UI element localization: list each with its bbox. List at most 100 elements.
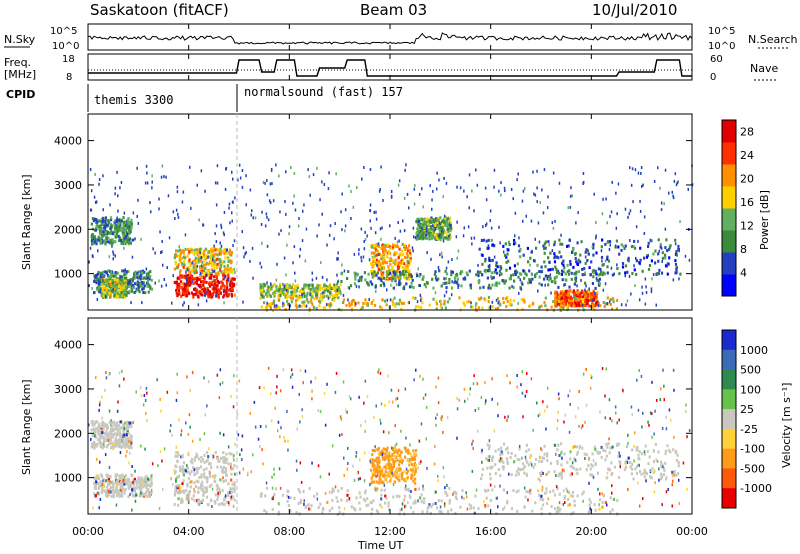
velocity-cell [542, 498, 545, 502]
power-cell [113, 223, 116, 227]
power-cell [102, 230, 105, 234]
velocity-cell [197, 490, 200, 494]
power-cell [283, 256, 286, 260]
power-cell [391, 303, 395, 306]
power-cell [532, 170, 534, 174]
power-cell [550, 305, 553, 309]
velocity-cell [563, 495, 566, 499]
power-cell [133, 291, 136, 294]
power-cell [388, 258, 391, 262]
power-cell [393, 286, 395, 290]
power-cell [508, 303, 511, 307]
power-cell [273, 304, 276, 308]
power-cell [475, 302, 478, 306]
velocity-cell [541, 488, 544, 492]
power-cell [215, 290, 218, 294]
power-cell [516, 178, 518, 182]
velocity-cell [332, 489, 335, 493]
velocity-cell [101, 443, 104, 446]
power-cell [286, 284, 289, 288]
power-cell [189, 279, 192, 283]
velocity-cell [219, 478, 222, 482]
power-cell [271, 284, 275, 288]
power-cell [250, 213, 252, 217]
power-cell [284, 200, 286, 204]
power-cell [149, 287, 152, 291]
power-cell [98, 286, 101, 289]
velocity-cell [218, 502, 221, 506]
power-cell [508, 243, 511, 246]
velocity-cell [128, 438, 132, 442]
cpid-label: CPID [6, 88, 35, 101]
power-cell [196, 252, 199, 256]
power-cell [291, 294, 294, 298]
power-cell [661, 256, 664, 260]
power-cell [469, 283, 472, 287]
power-cell [613, 272, 615, 276]
power-cell [408, 251, 411, 254]
power-cell [584, 290, 588, 294]
power-cell [208, 273, 211, 277]
velocity-cell [93, 446, 96, 450]
velocity-cell [101, 475, 104, 478]
velocity-cell [539, 497, 542, 501]
power-cell [675, 253, 678, 257]
power-cell [229, 282, 232, 286]
velocity-cell [112, 493, 115, 496]
power-cell [554, 290, 557, 294]
power-cell [462, 277, 465, 281]
power-cell [231, 200, 234, 204]
power-cell [92, 255, 94, 259]
power-cell [470, 301, 472, 305]
velocity-cell [102, 428, 105, 431]
power-cell [435, 236, 438, 240]
power-cell [657, 259, 660, 263]
velocity-cell [142, 493, 145, 497]
power-cell [187, 248, 190, 251]
power-cell [485, 198, 488, 202]
power-cell [264, 181, 266, 185]
power-cell [404, 264, 407, 268]
velocity-cell [187, 496, 190, 500]
power-cell [387, 265, 390, 269]
power-cell [664, 246, 667, 250]
power-cell [231, 285, 234, 289]
power-cell [574, 251, 577, 255]
power-cell [208, 282, 211, 286]
velocity-cell [181, 497, 184, 501]
power-cell [150, 278, 153, 282]
power-cell [261, 284, 264, 288]
power-cell [556, 296, 559, 300]
power-cell [340, 292, 342, 296]
velocity-cell [130, 425, 133, 428]
power-cell [177, 212, 179, 216]
power-cell [146, 171, 148, 175]
power-cell [193, 259, 196, 263]
power-cell [223, 293, 226, 297]
power-cell [315, 293, 318, 297]
power-cell [100, 223, 103, 227]
power-cell [631, 272, 634, 275]
power-cell [245, 174, 247, 178]
power-cell [231, 170, 233, 174]
power-cell [329, 224, 332, 228]
power-cell [666, 264, 668, 268]
power-cell [487, 244, 490, 248]
velocity-cell [538, 493, 541, 497]
power-cell [348, 301, 351, 305]
velocity-cell [271, 508, 274, 511]
power-cell [663, 202, 665, 206]
power-cell [586, 298, 590, 302]
power-cell [448, 297, 451, 301]
velocity-cell [540, 494, 543, 498]
power-cell [102, 286, 105, 290]
power-cell [582, 172, 585, 175]
power-cell [136, 271, 139, 275]
power-cell [325, 286, 328, 290]
power-cell [624, 207, 627, 211]
velocity-cell [205, 459, 208, 463]
power-cell [212, 255, 215, 259]
power-cell [196, 183, 198, 187]
power-cell [595, 234, 597, 238]
power-cell [390, 279, 394, 283]
